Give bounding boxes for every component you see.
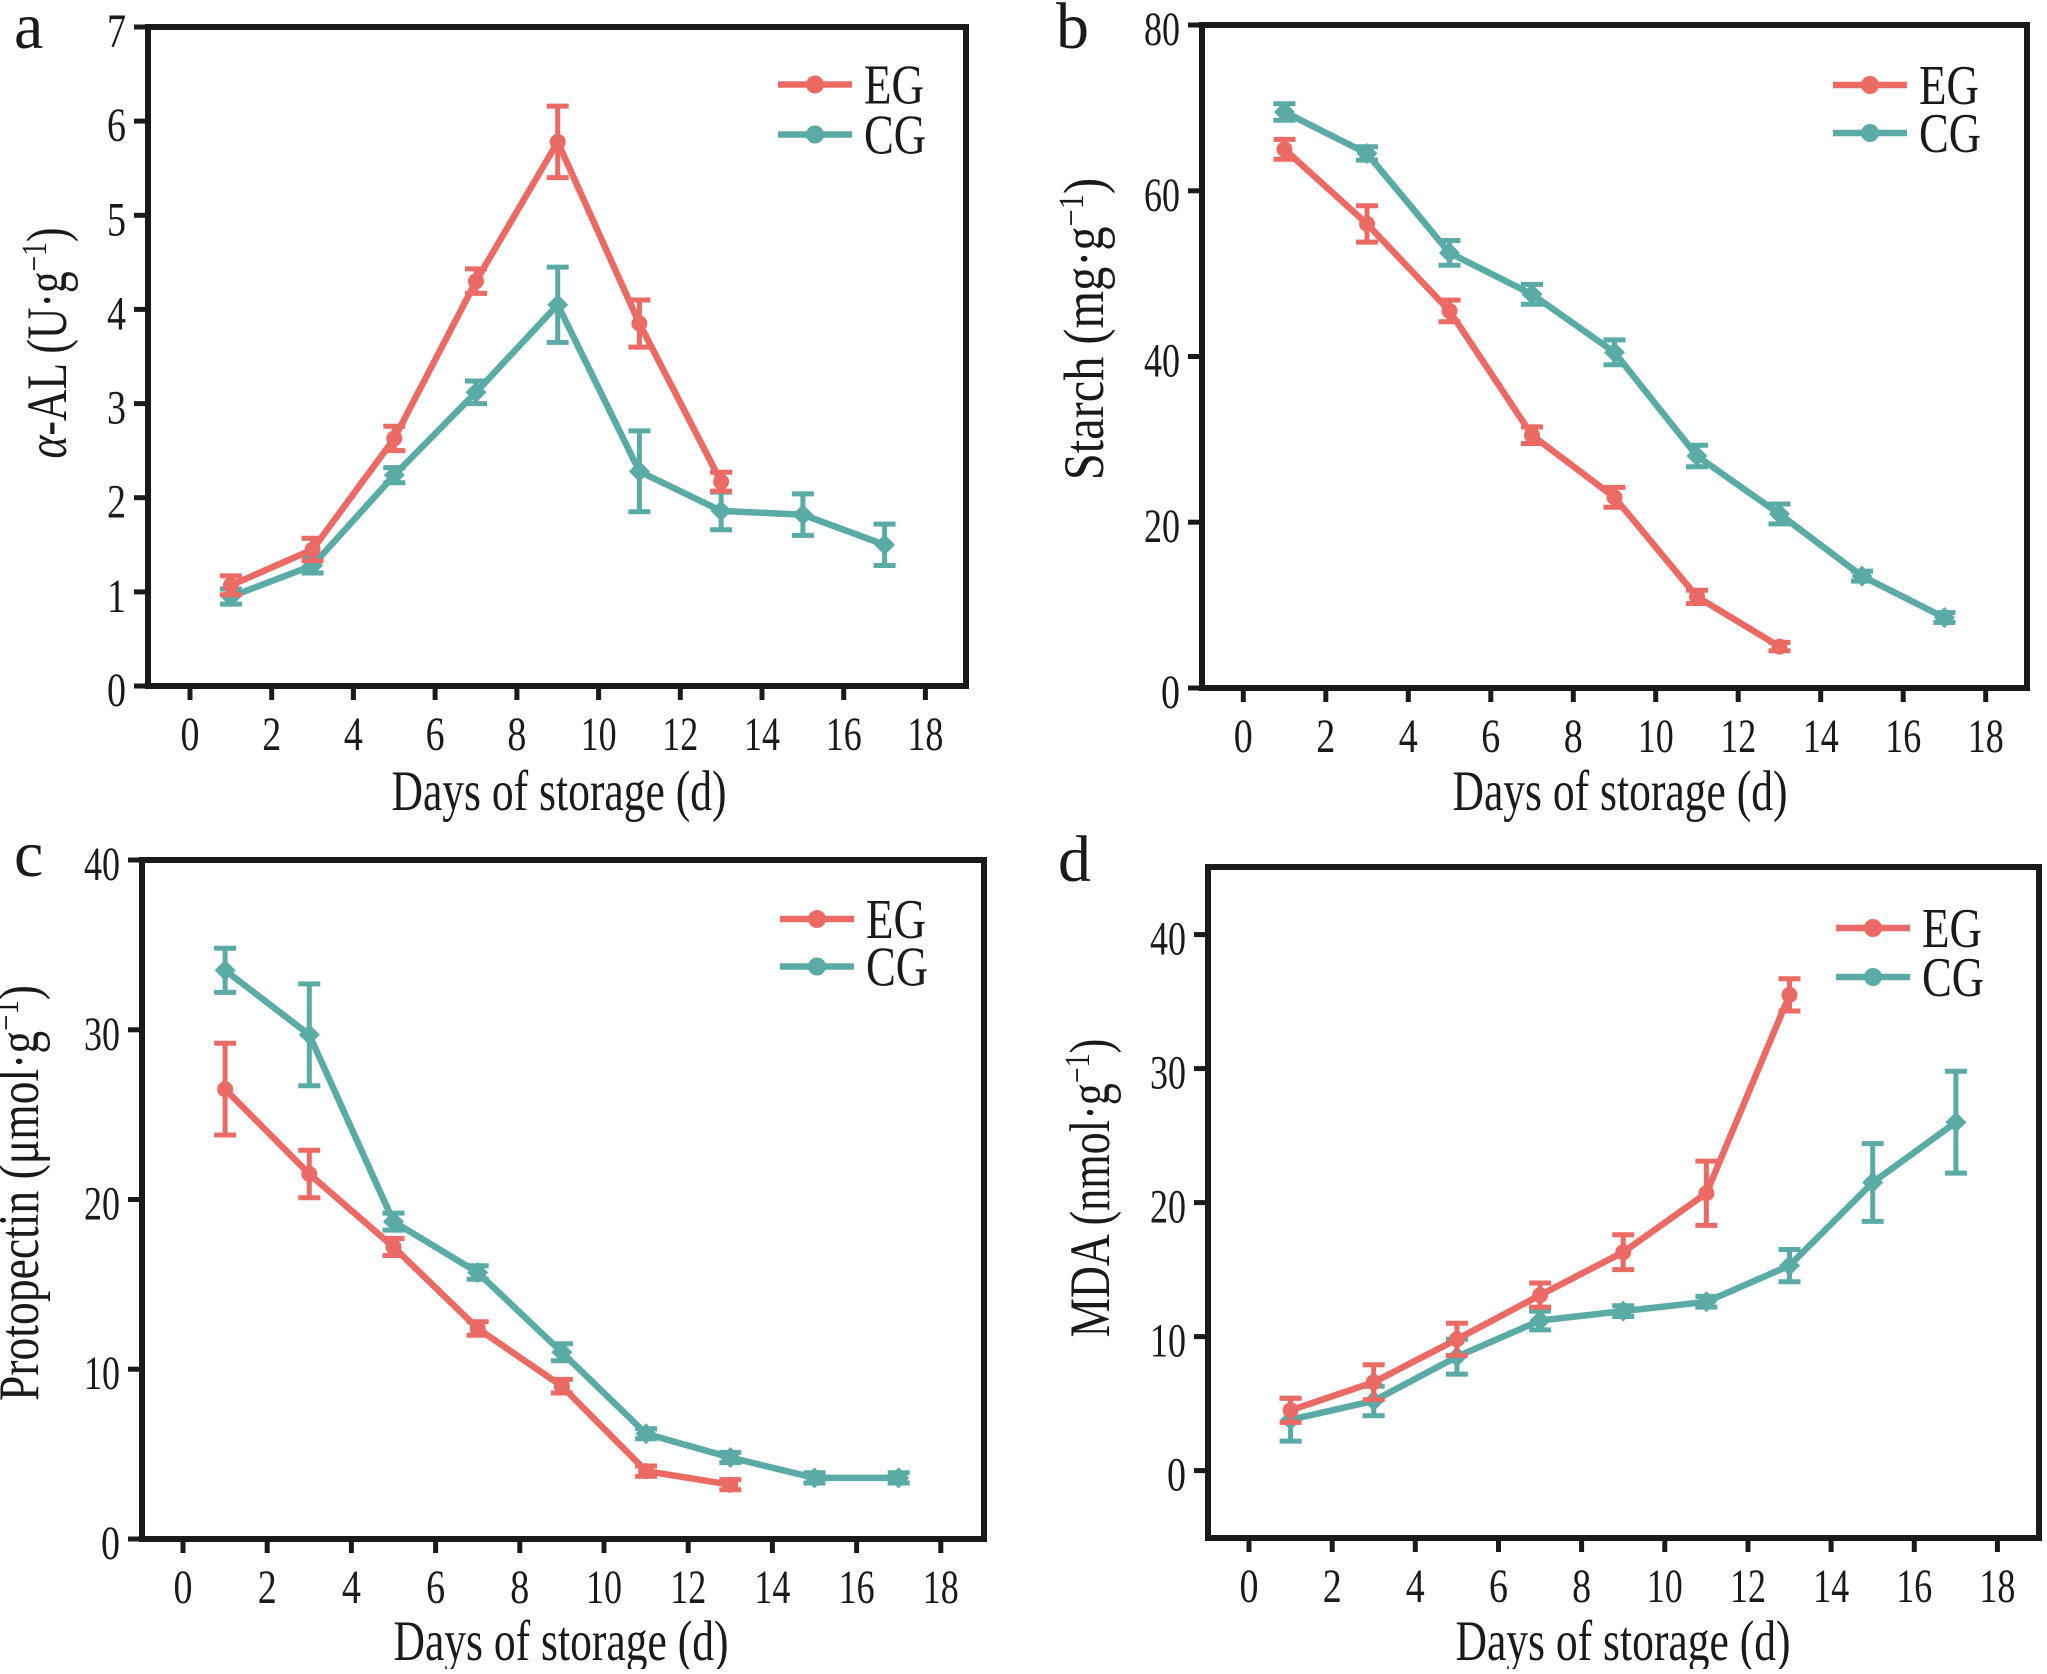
svg-text:CG: CG (1922, 947, 1984, 1009)
svg-text:18: 18 (1979, 1560, 2015, 1613)
svg-text:10: 10 (1150, 1315, 1186, 1368)
svg-text:20: 20 (84, 1178, 120, 1231)
svg-text:4: 4 (344, 708, 363, 761)
svg-text:EG: EG (864, 55, 924, 117)
svg-text:10: 10 (1647, 1560, 1683, 1613)
svg-text:14: 14 (744, 708, 780, 761)
svg-text:d: d (1058, 823, 1091, 896)
svg-text:2: 2 (107, 476, 126, 529)
svg-text:20: 20 (1150, 1181, 1186, 1234)
svg-text:4: 4 (1406, 1560, 1425, 1613)
svg-text:0: 0 (174, 1561, 193, 1614)
svg-text:60: 60 (1144, 169, 1180, 222)
svg-text:CG: CG (864, 105, 926, 167)
svg-text:EG: EG (866, 889, 926, 951)
svg-text:0: 0 (181, 708, 200, 761)
svg-text:4: 4 (342, 1561, 361, 1614)
svg-text:2: 2 (1323, 1560, 1342, 1613)
svg-text:12: 12 (1720, 710, 1756, 763)
svg-text:18: 18 (1968, 710, 2004, 763)
svg-text:0: 0 (1234, 710, 1253, 763)
svg-text:20: 20 (1144, 500, 1180, 553)
svg-text:2: 2 (262, 708, 281, 761)
svg-text:80: 80 (1144, 3, 1180, 56)
svg-text:1: 1 (107, 570, 126, 623)
svg-text:10: 10 (581, 708, 617, 761)
svg-text:6: 6 (426, 708, 445, 761)
svg-text:14: 14 (1813, 1560, 1849, 1613)
svg-text:0: 0 (107, 664, 126, 717)
svg-text:30: 30 (1150, 1047, 1186, 1100)
svg-text:18: 18 (907, 708, 943, 761)
svg-text:14: 14 (754, 1561, 790, 1614)
svg-text:16: 16 (1896, 1560, 1932, 1613)
svg-text:a: a (14, 0, 43, 63)
svg-text:b: b (1056, 0, 1089, 63)
svg-text:16: 16 (826, 708, 862, 761)
svg-text:0: 0 (1161, 666, 1180, 719)
svg-text:Days of storage (d): Days of storage (d) (1453, 760, 1788, 823)
svg-text:16: 16 (839, 1561, 875, 1614)
svg-text:5: 5 (107, 193, 126, 246)
svg-text:40: 40 (1150, 913, 1186, 966)
svg-text:4: 4 (107, 287, 126, 340)
svg-text:Days of storage (d): Days of storage (d) (392, 760, 727, 823)
svg-text:8: 8 (510, 1561, 529, 1614)
svg-text:8: 8 (1572, 1560, 1591, 1613)
svg-text:12: 12 (662, 708, 698, 761)
svg-text:Days of storage (d): Days of storage (d) (394, 1610, 729, 1669)
svg-text:8: 8 (507, 708, 526, 761)
svg-text:0: 0 (101, 1517, 120, 1570)
svg-text:Starch (mg·g−1): Starch (mg·g−1) (1052, 178, 1116, 480)
svg-text:4: 4 (1399, 710, 1418, 763)
svg-text:7: 7 (107, 5, 126, 58)
svg-text:EG: EG (1922, 898, 1982, 960)
svg-text:6: 6 (426, 1561, 445, 1614)
svg-text:12: 12 (1730, 1560, 1766, 1613)
svg-text:2: 2 (1316, 710, 1335, 763)
svg-text:MDA (nmol·g−1): MDA (nmol·g−1) (1057, 1039, 1123, 1338)
svg-text:CG: CG (866, 937, 928, 999)
svg-text:8: 8 (1564, 710, 1583, 763)
svg-text:10: 10 (84, 1347, 120, 1400)
svg-text:EG: EG (1919, 55, 1979, 117)
svg-text:10: 10 (1638, 710, 1674, 763)
svg-text:12: 12 (670, 1561, 706, 1614)
svg-text:0: 0 (1240, 1560, 1259, 1613)
svg-text:c: c (14, 818, 43, 891)
svg-text:40: 40 (84, 838, 120, 891)
svg-text:2: 2 (258, 1561, 277, 1614)
svg-text:6: 6 (1481, 710, 1500, 763)
svg-text:40: 40 (1144, 335, 1180, 388)
svg-text:α-AL (U·g−1): α-AL (U·g−1) (13, 228, 78, 459)
svg-text:6: 6 (1489, 1560, 1508, 1613)
svg-text:14: 14 (1803, 710, 1839, 763)
svg-text:CG: CG (1919, 103, 1981, 165)
svg-text:16: 16 (1885, 710, 1921, 763)
svg-text:18: 18 (923, 1561, 959, 1614)
svg-text:0: 0 (1167, 1449, 1186, 1502)
svg-text:6: 6 (107, 99, 126, 152)
svg-text:30: 30 (84, 1008, 120, 1061)
svg-text:3: 3 (107, 382, 126, 435)
svg-text:10: 10 (586, 1561, 622, 1614)
svg-text:Days of storage (d): Days of storage (d) (1456, 1610, 1791, 1669)
svg-text:Protopectin (μmol·g−1): Protopectin (μmol·g−1) (0, 985, 51, 1401)
